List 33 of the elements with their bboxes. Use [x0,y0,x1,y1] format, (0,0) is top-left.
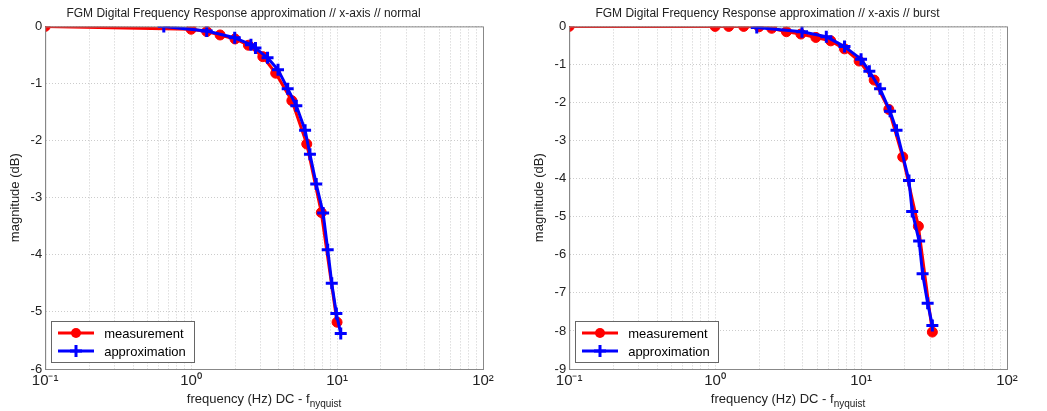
x-tick-label: 10⁰ [180,371,202,389]
y-tick-label: -4 [554,170,567,186]
y-tick-label: -6 [554,246,567,262]
y-tick-label: -1 [30,75,43,91]
y-axis-title: magnitude (dB) [531,153,547,243]
x-axis-title: frequency (Hz) DC - f$_{nyquist}$ [186,391,342,409]
legend-label: approximation [104,343,186,359]
x-axis-title: frequency (Hz) DC - f$_{nyquist}$ [710,391,866,409]
legend-label: measurement [628,325,708,341]
y-tick-label: 0 [558,17,567,33]
y-tick-label: -2 [554,94,567,110]
x-tick-label: 10¹ [326,371,348,389]
y-tick-label: -9 [554,360,567,376]
y-tick-label: -1 [554,56,567,72]
y-tick-label: -7 [554,284,567,300]
y-tick-label: -5 [554,208,567,224]
chart-title: FGM Digital Frequency Response approximation // x-axis // normal [66,5,421,20]
chart-title: FGM Digital Frequency Response approximation // x-axis // burst [595,5,941,20]
x-tick-label: 10² [996,371,1018,389]
y-tick-label: -6 [30,360,43,376]
legend-label: measurement [104,325,184,341]
y-tick-label: -8 [554,322,567,338]
y-axis-title: magnitude (dB) [7,153,23,243]
y-tick-label: -4 [30,246,43,262]
x-tick-label: 10² [472,371,494,389]
x-tick-label: 10⁰ [704,371,726,389]
y-tick-label: -2 [30,132,43,148]
y-tick-label: -5 [30,303,43,319]
y-tick-label: 0 [34,17,43,33]
legend-label: approximation [628,343,710,359]
y-tick-label: -3 [30,189,43,205]
y-tick-label: -3 [554,132,567,148]
x-tick-label: 10¹ [850,371,872,389]
